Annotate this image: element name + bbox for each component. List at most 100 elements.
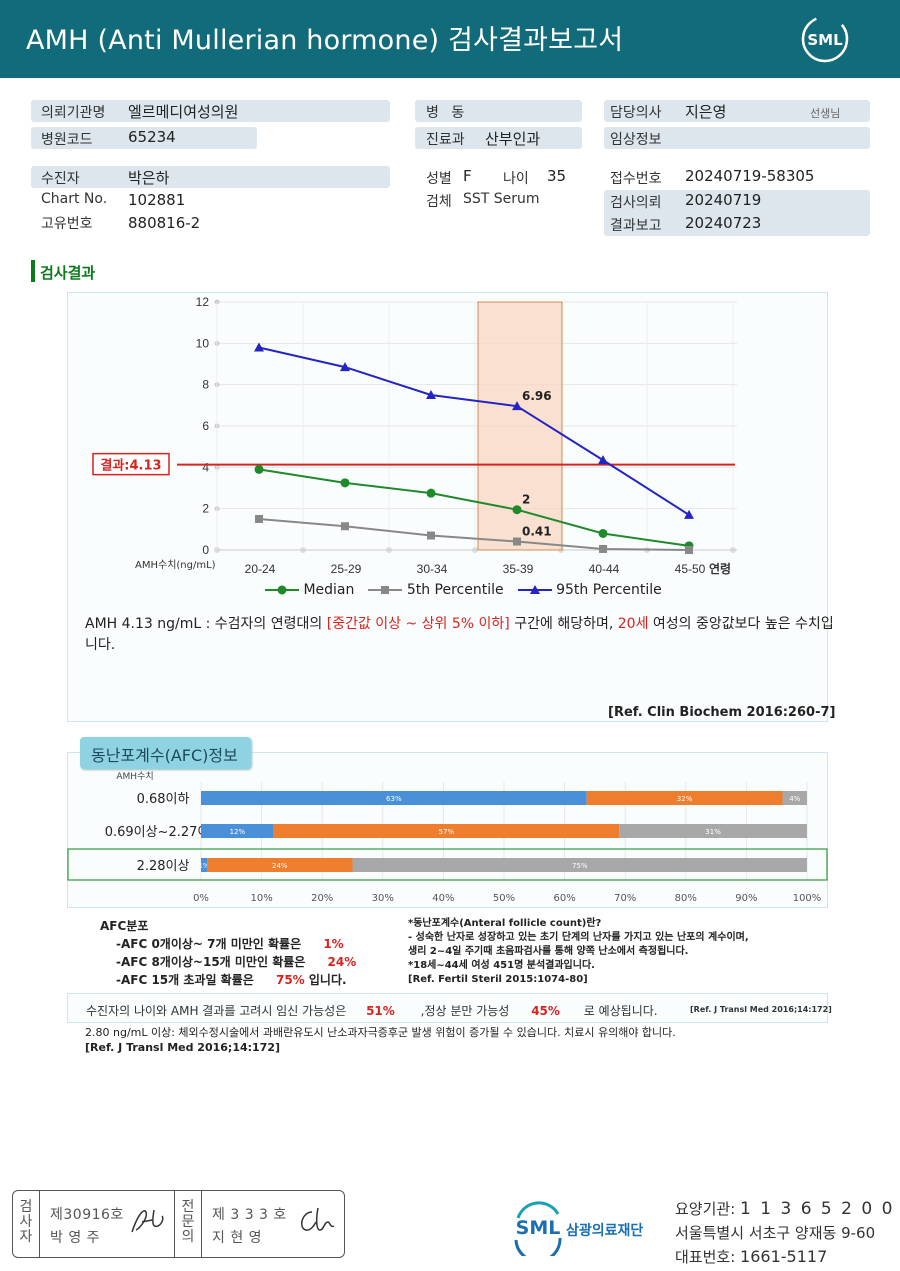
legend-item: 95th Percentile [517,582,662,598]
afc-bar-segment [352,858,807,872]
afc-dist-line: -AFC 0개이상~ 7개 미만인 확률은 1% [116,937,344,951]
data-label: 2 [522,493,530,507]
afc-bar-segment [201,824,274,838]
afc-axis-title: AMH수치 [116,770,153,782]
phone-label: 대표번호 [675,1248,731,1266]
examiner-number: 제30916호 [50,1207,124,1223]
doctor-label: 담당의사 [610,105,662,121]
data-point [598,455,608,465]
legend-swatch-icon [265,585,299,595]
department-value: 산부인과 [485,130,541,148]
pregnancy-box [67,993,828,1023]
footer-address: 서울특별시 서초구 양재동 9-60 [675,1224,876,1242]
specimen-label: 검체 [426,194,452,210]
afc-bar-label: 1% [198,862,209,870]
afc-chart: AMH수치 0% 10% 20% 30% 40% 50% 60% 70% 80% 90% 100% 0.… [67,770,828,904]
afc-x-tick: 80% [675,893,697,904]
afc-bar-label: 63% [386,795,402,803]
amh-chart: 0 2 4 6 8 10 12 20-24 25-29 30-34 35-39 40-44 45-50 연… [92,295,737,576]
section-title: 검사결과 [40,264,96,282]
afc-distribution: AFC분포 -AFC 0개이상~ 7개 미만인 확률은 1% -AFC 8개이상~1… [100,917,356,989]
afc-x-tick: 90% [735,893,757,904]
y-tick-label: 12 [196,295,210,309]
x-tick-label: 35-39 [503,562,534,576]
specialist-signature-icon [301,1207,335,1231]
signature-box [12,1190,345,1258]
examiner-signature-icon [131,1209,164,1233]
clinical-bar [604,127,870,149]
data-point [341,522,349,531]
reception-label: 접수번호 [610,171,662,187]
y-tick-label: 4 [202,460,209,474]
pregnancy-text: 수진자의 나이와 AMH 결과를 고려시 임신 가능성은 51% ,정상 분만 … [86,1002,658,1019]
data-point [685,546,693,554]
ward-bar [415,100,582,122]
data-label: 0.41 [522,525,552,539]
afc-x-tick: 100% [793,893,822,904]
preg-text1: 수진자의 나이와 AMH 결과를 고려시 임신 가능성은 [86,1004,347,1018]
afc-row-label: 0.68이하 [137,792,190,807]
doctor-suffix: 선생님 [810,107,841,120]
chart-panel [67,292,828,722]
afc-definition-line: 생리 2~4일 주기때 초음파검사를 통해 양쪽 난소에서 측정됩니다. [408,946,689,957]
interpretation-text: AMH 4.13 ng/mL : 수검자의 연령대의 [중간값 이상 ~ 상위 … [85,614,835,656]
hospital-code-value: 65234 [128,128,176,146]
chart-value: 102881 [128,191,186,209]
institution-label: 의뢰기관명 [41,105,106,121]
clinical-label: 임상정보 [610,132,662,148]
report-date-value: 20240723 [685,214,762,232]
x-tick-label: 30-34 [417,562,448,576]
report-date-label: 결과보고 [610,218,662,234]
sig-divider [201,1190,202,1258]
age-value: 35 [547,167,567,185]
examiner-name: 박 영 주 [50,1230,101,1246]
afc-bar-label: 31% [705,828,721,836]
sig-divider [39,1190,40,1258]
doctor-value: 지은영 [685,103,727,121]
afc-definition-line: - 성숙한 난자로 성장하고 있는 초기 단계의 난자를 가지고 있는 난포의 … [408,932,749,943]
afc-row-label: 2.28이상 [137,859,190,874]
afc-bar-segment [273,824,620,838]
institution-bar [31,100,390,122]
legend-swatch-icon [517,585,552,594]
afc-bar-segment [586,791,783,805]
request-value: 20240719 [685,191,762,209]
data-point [426,390,436,399]
afc-definition-line: *동난포계수(Anteral follicle count)란? [408,918,602,929]
afc-definition-line: [Ref. Fertil Steril 2015:1074-80] [408,974,588,985]
data-point [254,464,264,474]
phone-number: 1661-5117 [740,1247,828,1266]
data-point [255,515,263,523]
data-point [599,544,607,553]
series-line-5th-percentile [258,518,690,551]
afc-dist-line: -AFC 8개이상~15개 미만인 확률은 24% [116,955,357,969]
x-tick-label: 45-50 [675,562,706,576]
afc-bar-label: 75% [572,862,588,870]
dates-bar [604,190,870,236]
svg-text:삼광의료재단: 삼광의료재단 [566,1222,643,1239]
interp-suffix: 여성의 중앙값보다 높은 수치입니다. [85,616,834,653]
patient-bar [31,166,390,188]
afc-x-tick: 50% [493,893,515,904]
svg-text:SML: SML [516,1217,561,1239]
warning-text: 2.80 ng/mL 이상: 체외수정시술에서 과배란유도시 난소과자극증후군 … [85,1026,676,1039]
institution-value: 엘르메디여성의원 [128,103,239,121]
svg-text:SML: SML [807,31,843,49]
hospital-code-label: 병원코드 [41,132,93,148]
afc-bar-label: 57% [439,828,455,836]
afc-tab-label: 동난포계수(AFC)정보 [91,746,238,765]
data-point [427,531,435,540]
legend-item: Median [265,582,354,598]
x-axis-label: 연령 [709,561,731,576]
afc-bar-segment [207,858,353,872]
afc-row-label: 0.69이상~2.27이하 [105,825,222,840]
result-label: 결과:4.13 [100,458,161,474]
data-point [684,509,694,519]
sig-divider [174,1190,175,1258]
data-point [598,528,608,538]
result-label-box [92,452,170,476]
care-code-label: 요양기관 [675,1200,731,1218]
y-tick-label: 10 [196,336,210,350]
sex-value: F [463,167,472,185]
